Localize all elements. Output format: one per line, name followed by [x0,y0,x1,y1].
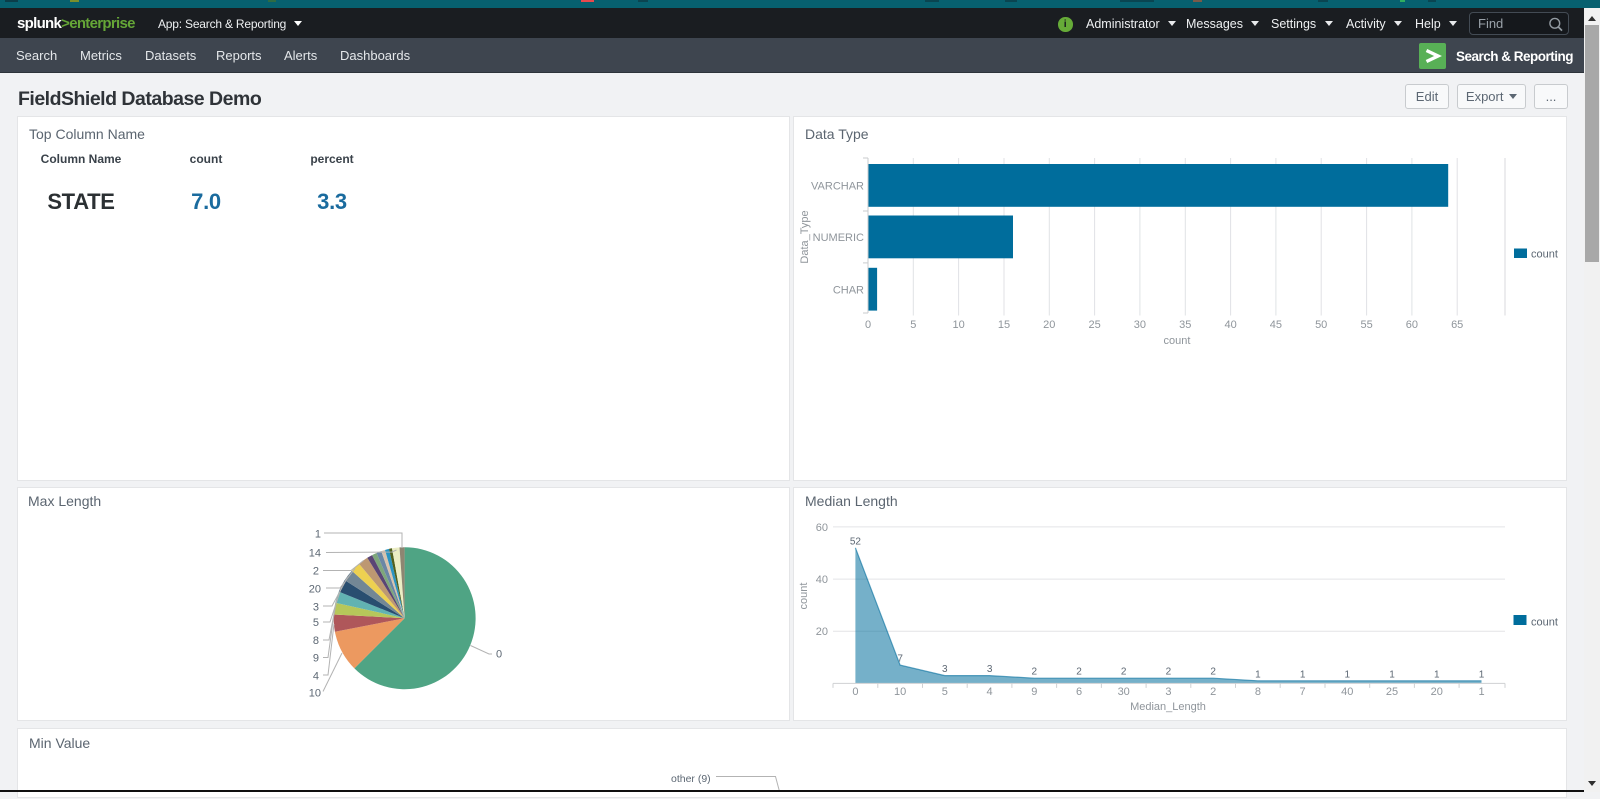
svg-text:3: 3 [1165,686,1171,698]
svg-text:55: 55 [1360,319,1372,331]
svg-text:10: 10 [952,319,964,331]
svg-text:20: 20 [1431,686,1443,698]
svg-text:2: 2 [1210,667,1216,678]
svg-text:2: 2 [1166,667,1172,678]
svg-text:1: 1 [1389,669,1395,680]
svg-text:0: 0 [865,319,871,331]
svg-text:5: 5 [910,319,916,331]
svg-text:NUMERIC: NUMERIC [813,232,864,244]
svg-text:1: 1 [1300,669,1306,680]
svg-text:2: 2 [1121,667,1127,678]
svg-text:20: 20 [816,626,828,638]
svg-text:25: 25 [1088,319,1100,331]
svg-text:1: 1 [1345,669,1351,680]
svg-text:6: 6 [1076,686,1082,698]
svg-text:35: 35 [1179,319,1191,331]
svg-text:7: 7 [897,654,903,665]
svg-text:9: 9 [1031,686,1037,698]
svg-text:count: count [1531,617,1558,629]
svg-text:0: 0 [852,686,858,698]
svg-text:3: 3 [987,664,993,675]
svg-text:20: 20 [1043,319,1055,331]
svg-text:40: 40 [816,574,828,586]
svg-text:2: 2 [313,566,319,578]
svg-text:5: 5 [942,686,948,698]
svg-text:1: 1 [315,529,321,541]
svg-text:60: 60 [816,522,828,534]
svg-text:1: 1 [1255,669,1261,680]
svg-text:20: 20 [309,584,321,596]
svg-text:4: 4 [987,686,993,698]
svg-text:25: 25 [1386,686,1398,698]
svg-text:Median_Length: Median_Length [1130,701,1206,713]
svg-text:10: 10 [309,688,321,700]
svg-text:count: count [798,583,810,610]
svg-text:15: 15 [998,319,1010,331]
svg-text:count: count [1164,335,1191,347]
svg-text:CHAR: CHAR [833,284,864,296]
svg-text:1: 1 [1478,686,1484,698]
svg-text:65: 65 [1451,319,1463,331]
svg-text:45: 45 [1270,319,1282,331]
svg-text:1: 1 [1479,669,1485,680]
svg-text:8: 8 [1255,686,1261,698]
svg-text:7: 7 [1300,686,1306,698]
svg-text:1: 1 [1434,669,1440,680]
svg-text:2: 2 [1076,667,1082,678]
svg-text:50: 50 [1315,319,1327,331]
svg-text:8: 8 [313,635,319,647]
svg-text:5: 5 [313,617,319,629]
svg-text:2: 2 [1032,667,1038,678]
svg-text:30: 30 [1134,319,1146,331]
svg-text:4: 4 [313,671,319,683]
svg-text:30: 30 [1118,686,1130,698]
svg-text:3: 3 [313,602,319,614]
svg-text:10: 10 [894,686,906,698]
svg-text:2: 2 [1210,686,1216,698]
svg-text:14: 14 [309,548,321,560]
svg-text:VARCHAR: VARCHAR [811,181,864,193]
svg-text:Data_Type: Data_Type [799,210,811,263]
svg-text:count: count [1531,249,1558,261]
svg-text:40: 40 [1224,319,1236,331]
svg-text:9: 9 [313,653,319,665]
svg-text:0: 0 [496,649,502,661]
svg-text:52: 52 [850,536,862,547]
svg-text:40: 40 [1341,686,1353,698]
svg-text:3: 3 [942,664,948,675]
svg-text:60: 60 [1406,319,1418,331]
